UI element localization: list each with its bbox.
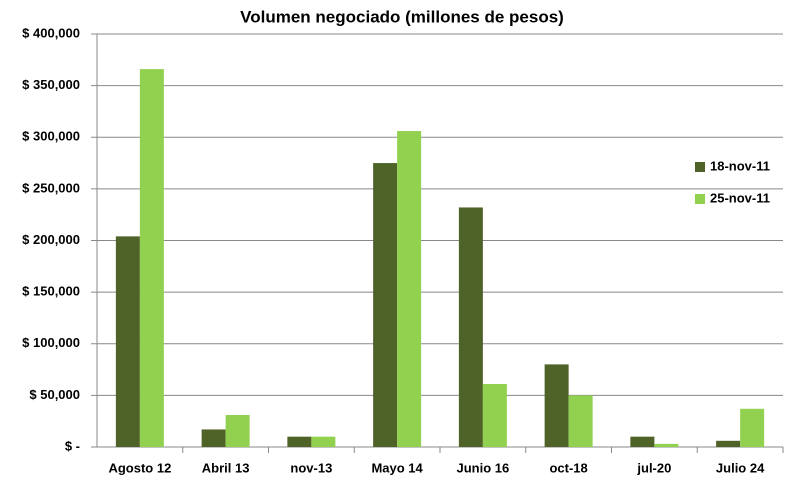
bar — [225, 414, 250, 447]
bar — [568, 395, 593, 447]
bar — [716, 440, 741, 447]
bar — [482, 384, 507, 447]
bar — [740, 408, 765, 447]
y-tick-label: $ 400,000 — [22, 25, 80, 40]
bar — [311, 436, 336, 447]
y-tick-label: $ 200,000 — [22, 232, 80, 247]
bar — [115, 236, 140, 447]
bar — [397, 131, 422, 447]
x-tick-label: nov-13 — [290, 460, 332, 475]
x-tick-label: Abril 13 — [202, 460, 250, 475]
y-tick-label: $ - — [65, 438, 80, 453]
chart-title: Volumen negociado (millones de pesos) — [240, 7, 564, 26]
y-tick-label: $ 300,000 — [22, 129, 80, 144]
bar — [654, 443, 679, 447]
bar — [458, 207, 483, 447]
legend-label: 18-nov-11 — [710, 158, 770, 173]
bar — [201, 429, 226, 447]
y-tick-label: $ 50,000 — [29, 387, 80, 402]
y-tick-label: $ 100,000 — [22, 335, 80, 350]
y-tick-label: $ 250,000 — [22, 180, 80, 195]
bar — [287, 436, 312, 447]
x-tick-label: oct-18 — [549, 460, 587, 475]
legend-swatch — [695, 194, 705, 204]
x-tick-label: Junio 16 — [457, 460, 510, 475]
bar — [630, 436, 655, 447]
legend-swatch — [695, 162, 705, 172]
y-tick-label: $ 350,000 — [22, 77, 80, 92]
bar — [544, 364, 569, 447]
x-tick-label: Julio 24 — [716, 460, 765, 475]
legend-label: 25-nov-11 — [710, 190, 770, 205]
x-tick-label: jul-20 — [636, 460, 671, 475]
bar — [139, 69, 164, 447]
y-tick-label: $ 150,000 — [22, 284, 80, 299]
bar — [373, 163, 398, 447]
x-tick-label: Agosto 12 — [108, 460, 171, 475]
x-tick-label: Mayo 14 — [371, 460, 423, 475]
